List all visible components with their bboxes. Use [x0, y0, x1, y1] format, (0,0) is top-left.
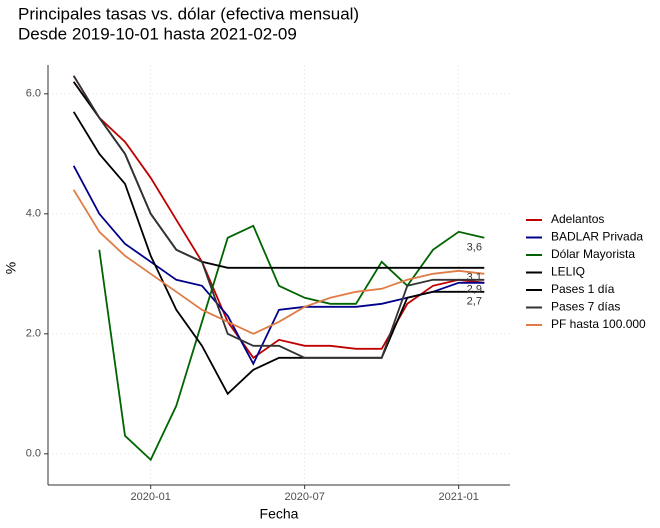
series-line	[72, 75, 485, 360]
legend-text: Pases 1 día	[551, 282, 615, 296]
series-line	[72, 111, 485, 396]
legend-text: Dólar Mayorista	[551, 247, 635, 261]
x-tick-label: 2021-01	[438, 491, 478, 503]
legend-text: PF hasta 100.000	[551, 317, 646, 331]
chart-title: Principales tasas vs. dólar (efectiva me…	[18, 4, 359, 23]
x-axis-title: Fecha	[260, 506, 299, 522]
series-line	[72, 189, 485, 335]
chart-subtitle: Desde 2019-10-01 hasta 2021-02-09	[18, 24, 297, 43]
y-tick-label: 6.0	[26, 88, 41, 100]
y-axis-title: %	[3, 262, 19, 274]
series-line	[72, 81, 485, 269]
x-tick-label: 2020-07	[284, 491, 324, 503]
x-tick-label: 2020-01	[130, 491, 170, 503]
y-tick-label: 4.0	[26, 208, 41, 220]
legend-text: LELIQ	[551, 265, 585, 279]
legend-text: BADLAR Privada	[551, 230, 643, 244]
series-line	[72, 75, 485, 359]
legend-text: Adelantos	[551, 212, 604, 226]
end-label: 2,9	[467, 284, 482, 296]
legend-text: Pases 7 días	[551, 300, 620, 314]
end-label: 3,1	[467, 272, 482, 284]
y-tick-label: 2.0	[26, 328, 41, 340]
end-label: 3,6	[467, 242, 482, 254]
y-tick-label: 0.0	[26, 448, 41, 460]
end-label: 2,7	[467, 296, 482, 308]
